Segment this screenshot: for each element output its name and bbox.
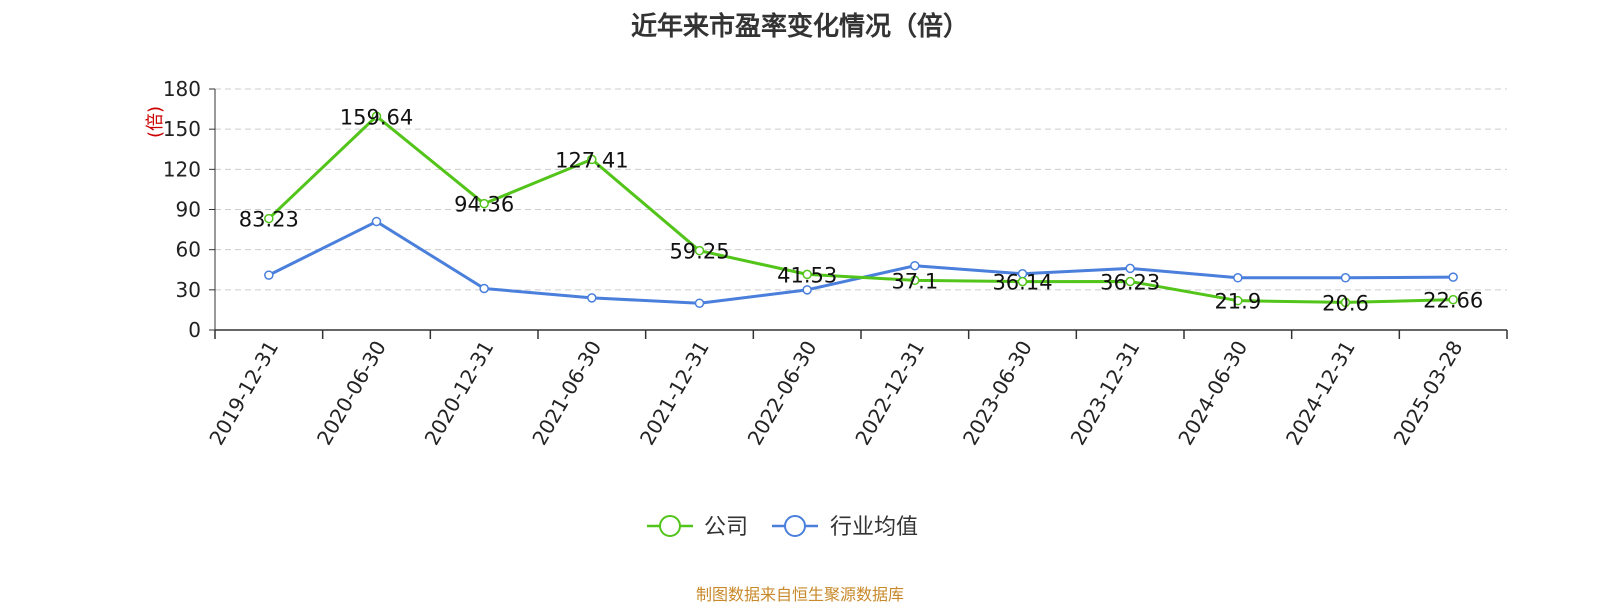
data-point <box>1233 295 1243 306</box>
data-point <box>587 293 597 303</box>
data-labels: 83.23 159.64 94.36 127.41 59.25 41.53 37.1 36.1… <box>239 105 1483 315</box>
y-tick-label: 60 <box>176 238 201 262</box>
data-point <box>479 198 489 209</box>
data-point <box>802 285 812 295</box>
data-point <box>371 216 382 227</box>
legend-label[interactable]: 公司 <box>704 515 748 540</box>
x-tick-label: 2020-12-31 <box>420 337 499 450</box>
y-tick-label: 30 <box>176 278 201 302</box>
data-label: 22.66 <box>1423 289 1483 313</box>
legend[interactable]: 公司 行业均值 <box>647 515 918 540</box>
data-point <box>694 245 705 256</box>
x-tick-label: 2019-12-31 <box>204 337 283 450</box>
data-point <box>587 154 597 165</box>
data-label: 36.14 <box>992 271 1052 295</box>
data-label: 41.53 <box>777 263 837 287</box>
data-point <box>694 298 705 308</box>
x-tick-label: 2023-12-31 <box>1066 337 1145 450</box>
x-tick-label: 2021-12-31 <box>635 337 714 450</box>
x-tick-label: 2022-06-30 <box>743 337 822 450</box>
chart-title: 近年来市盈率变化情况（倍） <box>630 12 969 42</box>
y-tick-label: 90 <box>176 198 201 222</box>
y-tick-label: 150 <box>163 117 201 141</box>
data-label: 36.23 <box>1100 270 1160 294</box>
data-point <box>1340 273 1351 283</box>
legend-label[interactable]: 行业均值 <box>830 515 918 540</box>
data-label: 94.36 <box>454 193 514 217</box>
data-label: 159.64 <box>340 105 413 129</box>
data-point <box>1125 276 1135 287</box>
data-label: 37.1 <box>891 269 938 293</box>
data-point <box>1448 294 1458 305</box>
data-label: 20.6 <box>1322 291 1369 315</box>
data-point <box>802 269 812 280</box>
x-tick-label: 2020-06-30 <box>312 337 391 450</box>
y-tick-label: 120 <box>163 157 201 181</box>
series-line <box>267 114 1454 304</box>
x-tick-label: 2022-12-31 <box>850 337 929 450</box>
legend-marker-icon[interactable] <box>784 515 806 537</box>
data-label: 59.25 <box>669 240 729 264</box>
x-tick-label: 2023-06-30 <box>958 337 1037 450</box>
data-point <box>1125 263 1135 274</box>
data-point <box>371 111 382 122</box>
x-tick-label: 2024-12-31 <box>1281 337 1360 450</box>
data-label: 127.41 <box>555 148 628 172</box>
data-label: 21.9 <box>1214 290 1261 314</box>
data-point <box>1448 272 1458 282</box>
data-point <box>910 260 920 271</box>
data-point <box>910 275 920 286</box>
x-tick-label: 2024-06-30 <box>1173 337 1252 450</box>
y-tick-label: 180 <box>163 77 201 101</box>
x-tick-label: 2021-06-30 <box>527 337 606 450</box>
grid-lines <box>215 88 1507 291</box>
data-point <box>264 213 274 224</box>
data-point <box>1340 297 1351 308</box>
y-tick-label: 0 <box>188 318 201 342</box>
data-point <box>264 270 274 280</box>
series-line <box>268 220 1454 305</box>
y-axis-title: (倍) <box>145 106 166 138</box>
legend-marker-icon[interactable] <box>659 515 681 537</box>
data-label: 83.23 <box>239 208 299 232</box>
data-point <box>479 283 489 294</box>
data-source-note: 制图数据来自恒生聚源数据库 <box>695 585 904 604</box>
x-tick-label: 2025-03-28 <box>1389 337 1468 450</box>
series-lines <box>264 111 1458 308</box>
data-point <box>1233 273 1243 283</box>
data-point <box>1017 276 1028 287</box>
